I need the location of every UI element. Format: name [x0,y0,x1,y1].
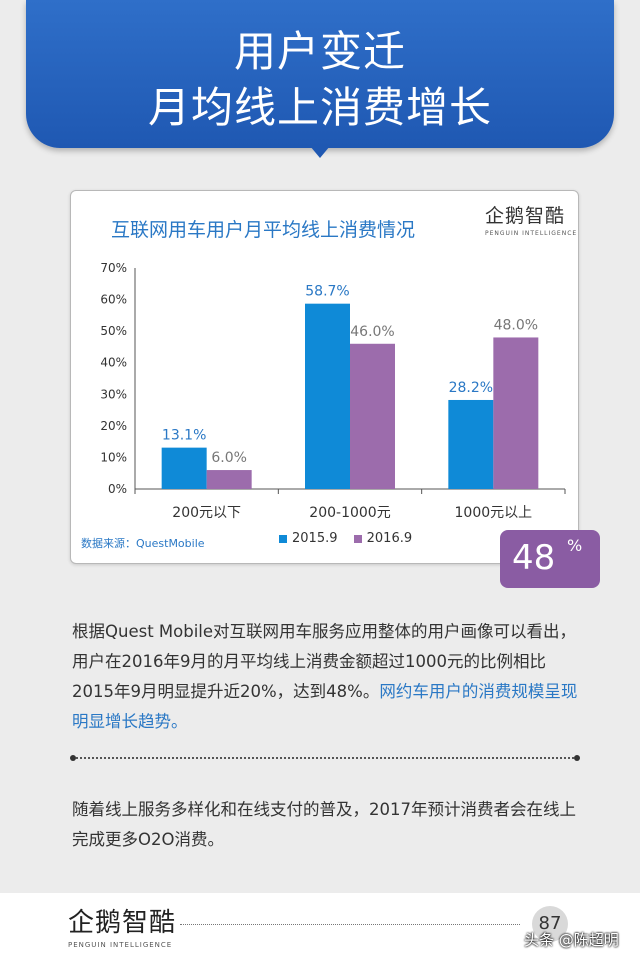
bar-2016.9-2 [493,337,539,489]
highlight-badge: 48 % [500,530,600,588]
bar-2016.9-0 [206,470,252,489]
paragraph-analysis: 根据Quest Mobile对互联网用车服务应用整体的用户画像可以看出，用户在2… [72,617,578,737]
data-source: 数据来源：QuestMobile [81,537,205,550]
banner-title-line2: 月均线上消费增长 [147,83,492,132]
data-label: 28.2% [449,380,493,396]
y-tick-label: 40% [100,356,127,370]
data-label: 13.1% [162,428,206,444]
bar-2015.9-1 [305,303,350,489]
title-banner: 用户变迁 月均线上消费增长 [26,0,614,148]
chart-card: 互联网用车用户月平均线上消费情况 企鹅智酷 PENGUIN INTELLIGEN… [70,190,579,564]
footer-logo-subtitle: PENGUIN INTELLIGENCE [68,941,173,949]
y-tick-label: 10% [100,450,127,464]
y-tick-label: 0% [108,482,127,496]
brand-logo-name: 企鹅智酷 [485,205,566,227]
bar-2016.9-1 [350,343,395,489]
footer-dotted-line [180,924,520,925]
bar-chart: 0% 10% 20% 30% 40% 50% 60% 70% 200元以下 13.1% 6.0% 20… [100,261,566,521]
category-label: 200元以下 [172,505,241,521]
y-tick-label: 30% [100,387,127,401]
banner-title-line1: 用户变迁 [233,27,406,76]
legend-item-2016: 2016.9 [353,531,413,546]
legend-swatch-2015 [279,534,287,543]
category-label: 1000元以上 [455,505,533,521]
brand-logo: 企鹅智酷 PENGUIN INTELLIGENCE [485,201,577,237]
badge-unit: % [567,536,583,555]
chart-legend: 2015.9 2016.9 [279,531,424,546]
y-tick-label: 70% [100,261,127,275]
dotted-divider [70,755,580,761]
page-footer: 企鹅智酷 PENGUIN INTELLIGENCE 87 头条 @陈超明 [0,893,640,960]
bar-2015.9-2 [448,399,494,489]
footer-logo: 企鹅智酷 PENGUIN INTELLIGENCE [68,902,176,949]
legend-item-2015: 2015.9 [279,531,338,546]
y-tick-label: 50% [100,324,127,338]
bar-2015.9-0 [161,447,207,489]
category-label: 200-1000元 [309,505,390,521]
data-label: 6.0% [211,450,247,466]
page-number: 87 [532,906,568,942]
data-label: 46.0% [350,324,394,340]
footer-logo-name: 企鹅智酷 [68,908,177,938]
paragraph-forecast: 随着线上服务多样化和在线支付的普及，2017年预计消费者会在线上完成更多O2O消… [72,800,576,849]
y-tick-label: 20% [100,419,127,433]
banner-pointer [310,146,330,158]
legend-label-2016: 2016.9 [366,531,413,546]
data-label: 48.0% [494,317,538,333]
legend-label-2015: 2015.9 [292,531,338,546]
brand-logo-subtitle: PENGUIN INTELLIGENCE [485,230,578,237]
y-tick-label: 60% [100,293,127,307]
data-label: 58.7% [305,284,349,300]
watermark: 头条 @陈超明 [524,931,619,949]
badge-value: 48 [512,538,556,578]
chart-title: 互联网用车用户月平均线上消费情况 [111,219,416,241]
paragraph-analysis-text: 根据Quest Mobile对互联网用车服务应用整体的用户画像可以看出，用户在2… [72,622,577,701]
legend-swatch-2016 [353,534,362,543]
paragraph-highlight: 网约车用户的消费规模呈现明显增长趋势。 [72,682,578,731]
